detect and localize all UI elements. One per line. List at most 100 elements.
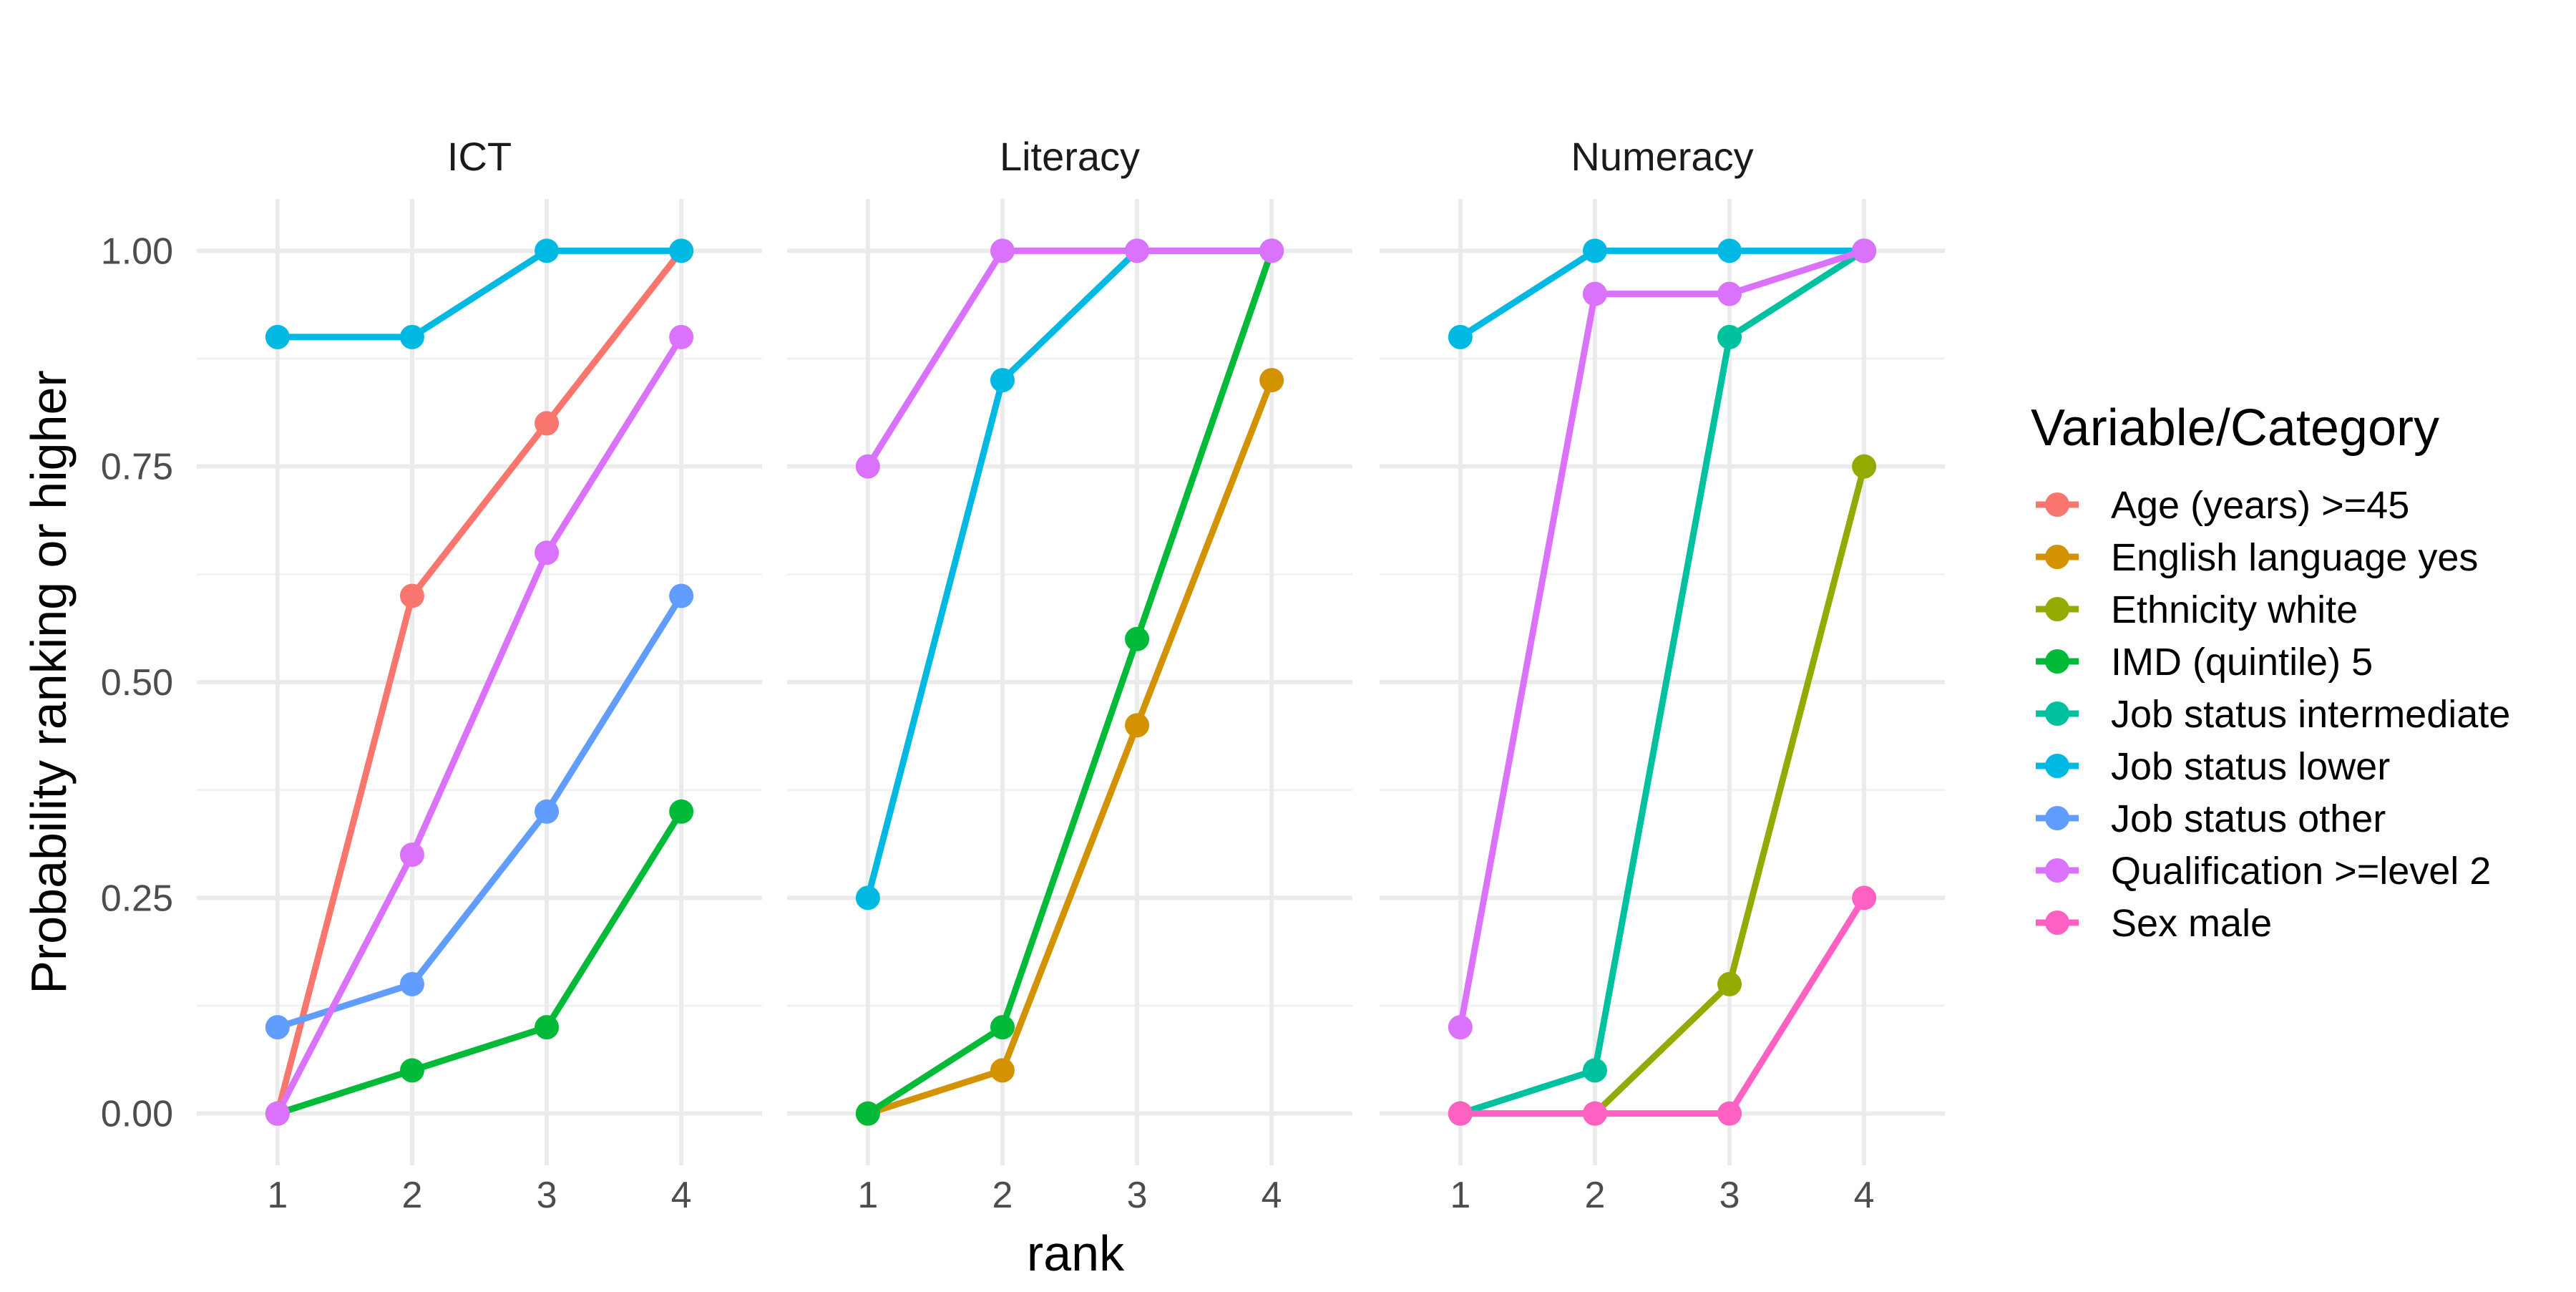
data-point-job-status-lower bbox=[535, 238, 560, 263]
x-tick-label: 4 bbox=[671, 1175, 692, 1216]
data-point-job-status-intermediate bbox=[1717, 324, 1742, 349]
data-point-qualification-level-2 bbox=[669, 324, 694, 349]
series-line-qualification-level-2 bbox=[1457, 248, 1865, 1028]
data-point-age-years-45 bbox=[399, 583, 424, 608]
legend-key-point bbox=[2045, 701, 2069, 726]
legend-key-imd-quintile-5 bbox=[2036, 649, 2079, 674]
data-point-job-status-lower bbox=[265, 324, 290, 349]
series-line-job-status-lower bbox=[277, 247, 682, 341]
panel-title-numeracy: Numeracy bbox=[1571, 134, 1753, 179]
data-point-qualification-level-2 bbox=[1582, 281, 1607, 306]
data-point-job-status-lower bbox=[990, 368, 1015, 393]
data-point-qualification-level-2 bbox=[1125, 238, 1150, 263]
data-point-sex-male bbox=[1582, 1101, 1607, 1126]
data-point-qualification-level-2 bbox=[1852, 238, 1877, 263]
x-tick-label: 3 bbox=[537, 1175, 557, 1216]
legend-key-job-status-intermediate bbox=[2036, 701, 2079, 726]
series-line-imd-quintile-5 bbox=[276, 810, 684, 1117]
data-point-job-status-other bbox=[669, 583, 694, 608]
data-point-imd-quintile-5 bbox=[669, 799, 694, 824]
legend-key-job-status-lower bbox=[2036, 754, 2079, 778]
series-line-job-status-lower bbox=[1458, 247, 1865, 340]
legend-label: Job status intermediate bbox=[2111, 693, 2510, 736]
data-point-qualification-level-2 bbox=[1259, 238, 1284, 263]
legend-key-job-status-other bbox=[2036, 806, 2079, 830]
data-point-age-years-45 bbox=[535, 411, 560, 436]
data-point-english-language-yes bbox=[990, 1058, 1015, 1083]
data-point-qualification-level-2 bbox=[855, 454, 880, 479]
legend-key-ethnicity-white bbox=[2036, 597, 2079, 621]
legend-key-point bbox=[2045, 545, 2069, 569]
panel-ict: ICT 1 2 3 4 bbox=[197, 134, 762, 1216]
data-point-job-status-lower bbox=[855, 885, 880, 910]
series-line-sex-male bbox=[1460, 895, 1867, 1117]
data-point-english-language-yes bbox=[1259, 368, 1284, 393]
series-line-job-status-intermediate bbox=[1459, 248, 1866, 1117]
data-point-ethnicity-white bbox=[1717, 971, 1742, 996]
data-point-qualification-level-2 bbox=[1717, 281, 1742, 306]
data-point-job-status-lower bbox=[1717, 238, 1742, 263]
y-tick-label: 0.00 bbox=[101, 1094, 173, 1135]
legend-label: Job status other bbox=[2111, 797, 2386, 840]
legend-key-point bbox=[2045, 754, 2069, 778]
data-point-job-status-lower bbox=[399, 324, 424, 349]
data-point-job-status-intermediate bbox=[1582, 1058, 1607, 1083]
legend-key-sex-male bbox=[2036, 910, 2079, 935]
data-point-english-language-yes bbox=[1125, 713, 1150, 738]
y-tick-label: 1.00 bbox=[101, 230, 173, 272]
data-point-qualification-level-2 bbox=[535, 540, 560, 565]
data-point-imd-quintile-5 bbox=[399, 1058, 424, 1083]
legend-label: Sex male bbox=[2111, 902, 2272, 945]
x-tick-label: 1 bbox=[267, 1175, 288, 1216]
panel-title-ict: ICT bbox=[447, 134, 512, 179]
y-axis-title: Probability ranking or higher bbox=[21, 370, 77, 994]
legend: Variable/Category Age (years) >=45 English… bbox=[2031, 399, 2510, 945]
x-tick-label: 3 bbox=[1127, 1175, 1148, 1216]
legend-label: Qualification >=level 2 bbox=[2111, 850, 2491, 893]
data-point-job-status-lower bbox=[1448, 324, 1473, 349]
data-point-imd-quintile-5 bbox=[1125, 626, 1150, 651]
series-line-age-years-45 bbox=[274, 248, 684, 1114]
legend-key-point bbox=[2045, 649, 2069, 674]
y-tick-label: 0.50 bbox=[101, 662, 173, 704]
data-point-qualification-level-2 bbox=[265, 1101, 290, 1126]
series-line-imd-quintile-5 bbox=[866, 249, 1275, 1117]
data-point-imd-quintile-5 bbox=[855, 1101, 880, 1126]
legend-label: Age (years) >=45 bbox=[2111, 484, 2409, 527]
series-line-english-language-yes bbox=[867, 379, 1275, 1117]
legend-key-qualification-level-2 bbox=[2036, 858, 2079, 883]
legend-label: Job status lower bbox=[2111, 745, 2390, 788]
series-line-job-status-other bbox=[276, 594, 684, 1031]
data-point-sex-male bbox=[1852, 885, 1877, 910]
data-point-sex-male bbox=[1717, 1101, 1742, 1126]
y-tick-label: 0.25 bbox=[101, 878, 173, 919]
series-line-qualification-level-2 bbox=[865, 247, 1272, 469]
panel-title-literacy: Literacy bbox=[1000, 134, 1140, 179]
legend-key-point bbox=[2045, 806, 2069, 830]
panel-literacy: Literacy 1 2 3 4 bbox=[787, 134, 1352, 1216]
legend-key-english-language-yes bbox=[2036, 545, 2079, 569]
x-axis-title: rank bbox=[1027, 1225, 1125, 1281]
x-tick-label: 2 bbox=[1584, 1175, 1605, 1216]
data-point-qualification-level-2 bbox=[990, 238, 1015, 263]
data-point-job-status-other bbox=[399, 971, 424, 996]
y-tick-label: 0.75 bbox=[101, 447, 173, 488]
legend-key-point bbox=[2045, 910, 2069, 935]
legend-key-age-years-45 bbox=[2036, 492, 2079, 517]
x-tick-label: 4 bbox=[1854, 1175, 1875, 1216]
data-point-ethnicity-white bbox=[1852, 454, 1877, 479]
data-point-qualification-level-2 bbox=[399, 842, 424, 868]
x-tick-label: 2 bbox=[401, 1175, 422, 1216]
data-point-job-status-lower bbox=[669, 238, 694, 263]
legend-label: IMD (quintile) 5 bbox=[2111, 641, 2373, 684]
x-tick-label: 4 bbox=[1262, 1175, 1282, 1216]
x-tick-label: 1 bbox=[857, 1175, 878, 1216]
data-point-qualification-level-2 bbox=[1448, 1015, 1473, 1040]
x-tick-label: 1 bbox=[1450, 1175, 1470, 1216]
legend-title: Variable/Category bbox=[2031, 399, 2439, 457]
x-tick-label: 3 bbox=[1719, 1175, 1740, 1216]
data-point-imd-quintile-5 bbox=[990, 1015, 1015, 1040]
legend-key-point bbox=[2045, 597, 2069, 621]
data-point-imd-quintile-5 bbox=[535, 1015, 560, 1040]
